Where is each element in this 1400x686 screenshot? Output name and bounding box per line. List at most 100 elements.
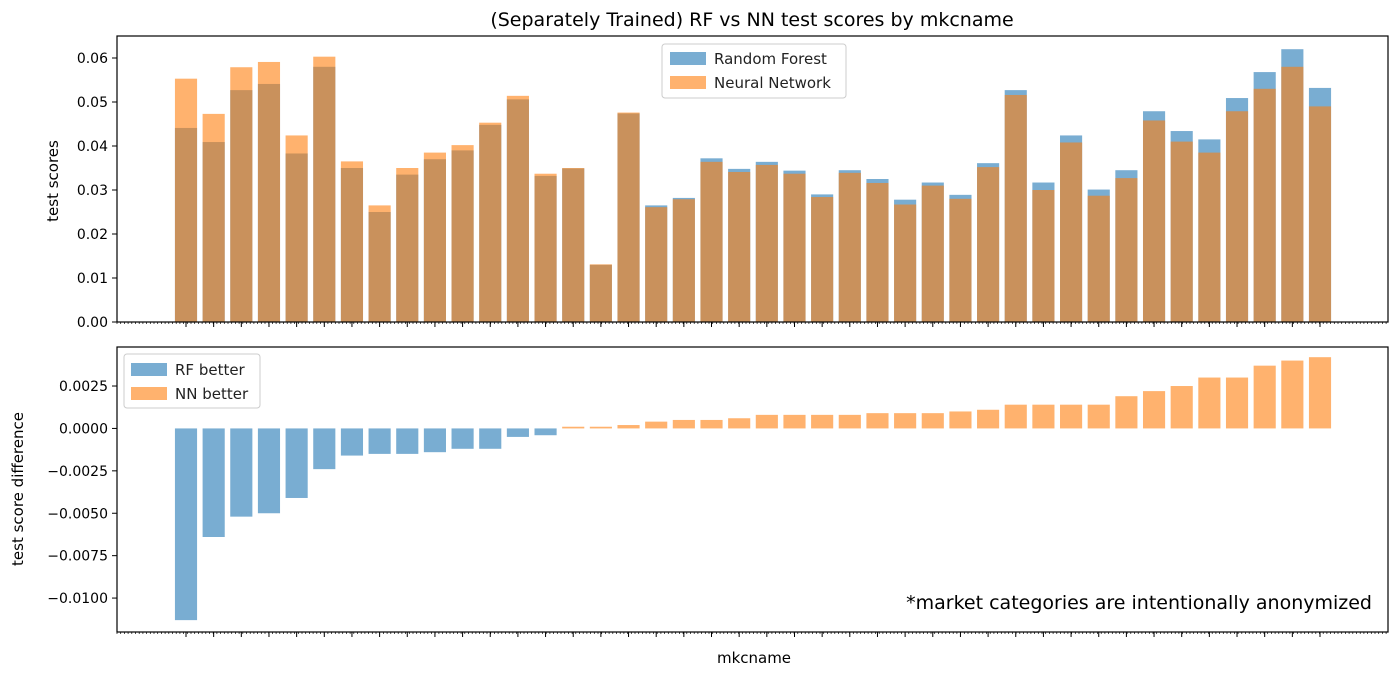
bar-difference-14	[562, 426, 585, 429]
bottom-legend: RF better NN better	[123, 353, 261, 409]
bar-difference-4	[285, 428, 308, 498]
bar-difference-2	[230, 428, 253, 517]
bottom-y-tick-label: −0.0100	[47, 591, 108, 607]
legend-swatch-random-forest	[670, 52, 706, 65]
bar-neural-network-19	[700, 161, 723, 322]
bar-difference-31	[1032, 404, 1055, 429]
top-legend: Random Forest Neural Network	[661, 43, 847, 99]
top-y-tick-label: 0.03	[77, 183, 108, 199]
bar-neural-network-26	[894, 204, 917, 322]
legend-swatch-neural-network	[670, 76, 706, 89]
top-y-axis-label: test scores	[44, 140, 62, 222]
bar-neural-network-4	[285, 135, 308, 322]
bar-neural-network-17	[645, 207, 668, 322]
top-y-tick-label: 0.05	[77, 95, 108, 111]
bar-difference-3	[257, 428, 281, 514]
bar-difference-27	[921, 413, 944, 429]
top-y-tick-label: 0.00	[77, 315, 108, 331]
chart-title: (Separately Trained) RF vs NN test score…	[490, 9, 1013, 31]
bar-difference-39	[1253, 365, 1276, 429]
bar-neural-network-39	[1253, 88, 1276, 322]
bar-neural-network-25	[866, 182, 889, 322]
bar-neural-network-6	[340, 161, 364, 322]
bottom-x-ticks	[116, 632, 1387, 637]
bar-neural-network-32	[1060, 142, 1083, 322]
bottom-plot-frame	[116, 346, 1389, 633]
bar-neural-network-5	[313, 56, 336, 323]
bar-neural-network-24	[838, 172, 861, 322]
bar-neural-network-8	[396, 168, 419, 322]
bar-neural-network-27	[921, 185, 944, 322]
bottom-bars	[174, 357, 1332, 621]
top-y-tick-label: 0.02	[77, 227, 108, 243]
bar-difference-18	[672, 419, 695, 429]
bar-difference-16	[617, 425, 640, 429]
legend-label-random-forest: Random Forest	[714, 50, 827, 68]
bar-difference-6	[340, 428, 364, 456]
bar-neural-network-3	[257, 61, 281, 323]
bar-difference-25	[866, 413, 889, 429]
bar-neural-network-30	[1004, 94, 1027, 323]
bar-neural-network-31	[1032, 190, 1055, 322]
bar-difference-21	[755, 414, 778, 429]
bar-difference-28	[949, 411, 972, 429]
bar-neural-network-0	[174, 78, 198, 323]
bar-difference-15	[589, 426, 612, 429]
bar-neural-network-9	[423, 152, 446, 322]
bar-neural-network-16	[617, 112, 640, 322]
legend-swatch-rf-better	[131, 363, 167, 376]
bar-difference-9	[423, 428, 446, 453]
bar-neural-network-29	[977, 167, 1000, 322]
bar-difference-40	[1281, 360, 1304, 429]
legend-swatch-nn-better	[131, 387, 167, 400]
bar-difference-29	[977, 409, 1000, 429]
bottom-y-ticks: −0.0100 −0.0075 −0.0050 −0.0025 0.0000 0.0025	[47, 379, 117, 607]
top-x-ticks	[116, 322, 1387, 327]
top-legend-box	[661, 43, 847, 99]
top-y-tick-label: 0.01	[77, 271, 108, 287]
bar-difference-11	[479, 428, 502, 449]
bar-difference-19	[700, 419, 723, 429]
bar-neural-network-12	[506, 95, 529, 322]
bottom-x-axis-label: mkcname	[717, 649, 791, 667]
top-plot-frame	[116, 35, 1389, 323]
bar-difference-26	[894, 413, 917, 429]
bar-neural-network-23	[811, 197, 834, 322]
bar-difference-20	[728, 418, 751, 429]
bar-difference-33	[1087, 404, 1110, 429]
bar-difference-30	[1004, 404, 1027, 429]
bar-difference-10	[451, 428, 474, 449]
bar-difference-1	[202, 428, 225, 537]
bar-difference-13	[534, 428, 557, 436]
bar-neural-network-13	[534, 173, 557, 322]
top-y-tick-label: 0.06	[77, 51, 108, 67]
anonymization-note: *market categories are intentionally ano…	[906, 592, 1372, 614]
bottom-y-tick-label: 0.0000	[59, 421, 108, 437]
bar-neural-network-41	[1308, 106, 1332, 323]
bar-neural-network-2	[230, 67, 253, 323]
bar-neural-network-28	[949, 198, 972, 322]
top-y-tick-label: 0.04	[77, 139, 108, 155]
bar-difference-23	[811, 414, 834, 429]
bar-difference-5	[313, 428, 336, 470]
bar-neural-network-20	[728, 171, 751, 322]
bar-difference-12	[506, 428, 529, 437]
bar-difference-35	[1142, 391, 1166, 429]
bar-neural-network-38	[1225, 111, 1249, 323]
bar-neural-network-21	[755, 164, 778, 322]
bar-neural-network-40	[1281, 66, 1304, 322]
bar-neural-network-33	[1087, 195, 1110, 322]
top-y-ticks: 0.00 0.01 0.02 0.03 0.04 0.05 0.06	[77, 51, 117, 331]
legend-label-nn-better: NN better	[175, 385, 249, 403]
bottom-y-tick-label: 0.0025	[59, 379, 108, 395]
bar-neural-network-10	[451, 145, 474, 322]
bar-neural-network-14	[562, 168, 585, 322]
bar-neural-network-37	[1198, 152, 1221, 322]
bar-difference-8	[396, 428, 419, 454]
bar-neural-network-18	[672, 199, 695, 322]
bottom-y-tick-label: −0.0075	[47, 549, 108, 565]
bar-difference-17	[645, 421, 668, 429]
bar-difference-0	[174, 428, 198, 621]
bar-neural-network-15	[589, 264, 612, 322]
